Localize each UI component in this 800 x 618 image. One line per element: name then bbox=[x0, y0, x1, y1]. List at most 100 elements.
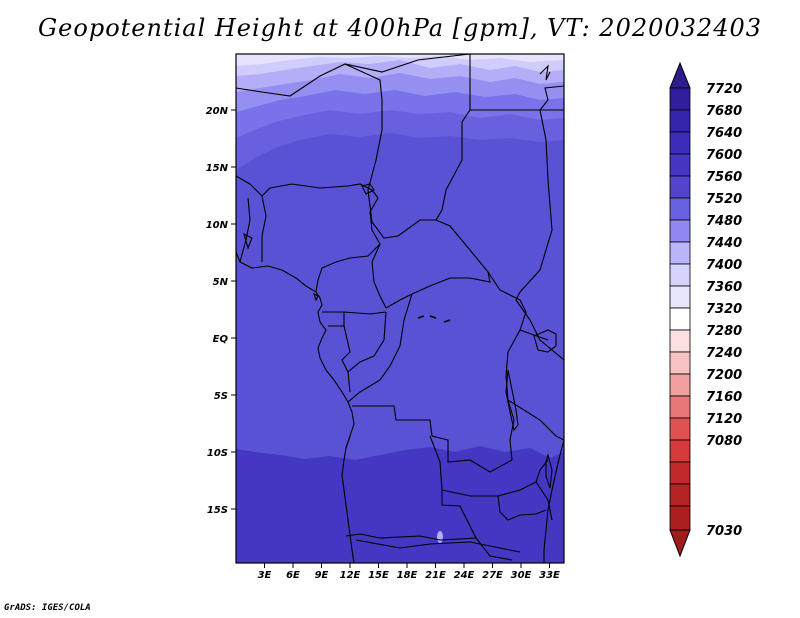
lat-label: 15S bbox=[207, 505, 228, 516]
lon-label: 3E bbox=[258, 570, 272, 581]
colorbar-segment bbox=[669, 109, 691, 133]
border-namibia-botswana bbox=[355, 537, 521, 561]
lat-label: 10S bbox=[207, 448, 228, 459]
grads-footer: GrADS: IGES/COLA bbox=[4, 603, 91, 613]
colorbar-label: 7720 bbox=[706, 82, 742, 97]
colorbar-label: 7560 bbox=[706, 170, 742, 185]
lat-label: 20N bbox=[206, 106, 229, 117]
lon-label: 33E bbox=[539, 570, 560, 581]
lon-label: 24E bbox=[454, 570, 475, 581]
border-tanzania bbox=[507, 299, 564, 441]
lake-volta bbox=[243, 232, 253, 250]
colorbar-segment bbox=[669, 329, 691, 353]
lake-malawi bbox=[545, 452, 553, 489]
lat-axis bbox=[231, 109, 236, 510]
colorbar-segment bbox=[669, 351, 691, 375]
colorbar-segment bbox=[669, 87, 691, 111]
lon-label: 15E bbox=[368, 570, 389, 581]
colorbar-label: 7360 bbox=[706, 280, 742, 295]
map-frame bbox=[235, 53, 565, 564]
border-drc-east bbox=[487, 271, 527, 461]
colorbar-segment bbox=[669, 285, 691, 309]
lake-chad bbox=[361, 183, 375, 195]
border-libya-sudan bbox=[344, 63, 383, 223]
borders bbox=[236, 54, 564, 563]
border-drc-north bbox=[347, 293, 413, 403]
colorbar-label: 7030 bbox=[706, 524, 742, 539]
colorbar-segment bbox=[669, 307, 691, 331]
border-gabon bbox=[328, 312, 351, 373]
colorbar-label: 7240 bbox=[706, 346, 742, 361]
border-togo bbox=[239, 197, 251, 263]
lon-label: 6E bbox=[286, 570, 300, 581]
border-benin bbox=[261, 195, 267, 262]
colorbar-segment bbox=[669, 417, 691, 441]
red-sea-coast bbox=[539, 64, 551, 81]
chart-title: Geopotential Height at 400hPa [gpm], VT:… bbox=[38, 14, 762, 42]
colorbar-label: 7520 bbox=[706, 192, 742, 207]
colorbar: 7720 7680 7640 7600 7560 7520 7480 7440 … bbox=[669, 61, 742, 558]
lake-victoria bbox=[533, 329, 557, 353]
border-congo bbox=[347, 311, 387, 393]
colorbar-segment bbox=[669, 197, 691, 221]
border-sudan-ethiopia bbox=[515, 85, 564, 301]
congo-river-dashes bbox=[417, 315, 451, 323]
lat-label: 10N bbox=[206, 220, 229, 231]
border-nigeria-cameroon bbox=[315, 197, 381, 293]
colorbar-label: 7320 bbox=[706, 302, 742, 317]
lon-labels: 3E 6E 9E 12E 15E 18E 21E 24E 27E 30E 33E bbox=[258, 570, 560, 581]
lon-label: 9E bbox=[315, 570, 329, 581]
colorbar-label: 7680 bbox=[706, 104, 742, 119]
border-drc-south bbox=[352, 405, 513, 473]
border-mozambique bbox=[497, 481, 553, 521]
height-field bbox=[236, 54, 564, 563]
colorbar-label: 7120 bbox=[706, 412, 742, 427]
border-cameroon-south bbox=[322, 311, 387, 315]
colorbar-label: 7440 bbox=[706, 236, 742, 251]
colorbar-segment bbox=[669, 505, 691, 531]
lake-tanganyika bbox=[505, 369, 519, 432]
map-panel: 3E 6E 9E 12E 15E 18E 21E 24E 27E 30E 33E… bbox=[206, 53, 565, 581]
lat-label: 5S bbox=[214, 391, 228, 402]
colorbar-segment bbox=[669, 263, 691, 287]
border-cameroon-car bbox=[371, 243, 387, 309]
field-band bbox=[236, 54, 564, 66]
lon-label: 18E bbox=[397, 570, 418, 581]
lat-label: 15N bbox=[206, 163, 229, 174]
colorbar-segment bbox=[669, 395, 691, 419]
colorbar-label: 7200 bbox=[706, 368, 742, 383]
field-band bbox=[437, 531, 443, 543]
border-libya bbox=[236, 54, 471, 97]
lat-label: 5N bbox=[213, 277, 229, 288]
border-zambia bbox=[441, 459, 549, 497]
field-band bbox=[236, 54, 564, 460]
field-band bbox=[236, 54, 564, 76]
colorbar-label: 7600 bbox=[706, 148, 742, 163]
colorbar-segment bbox=[669, 219, 691, 243]
coastline-west-africa bbox=[236, 251, 355, 563]
lon-label: 27E bbox=[482, 570, 503, 581]
colorbar-segment bbox=[669, 483, 691, 507]
colorbar-segment bbox=[669, 461, 691, 485]
lat-labels: 20N 15N 10N 5N EQ 5S 10S 15S bbox=[206, 106, 229, 516]
lon-label: 12E bbox=[340, 570, 361, 581]
border-niger-nigeria bbox=[236, 175, 379, 199]
lon-axis bbox=[264, 563, 550, 568]
colorbar-segment bbox=[669, 241, 691, 265]
colorbar-label: 7080 bbox=[706, 434, 742, 449]
colorbar-top-triangle bbox=[669, 61, 691, 89]
colorbar-segment bbox=[669, 131, 691, 155]
colorbar-segment bbox=[669, 439, 691, 463]
colorbar-label: 7640 bbox=[706, 126, 742, 141]
bioko-island bbox=[313, 292, 319, 302]
border-chad-sudan bbox=[435, 109, 471, 221]
colorbar-label: 7400 bbox=[706, 258, 742, 273]
lat-label: EQ bbox=[213, 334, 229, 345]
lon-label: 21E bbox=[425, 570, 446, 581]
colorbar-segment bbox=[669, 175, 691, 199]
colorbar-segment bbox=[669, 153, 691, 177]
coastline-east-africa bbox=[543, 439, 564, 563]
colorbar-segment bbox=[669, 373, 691, 397]
lon-label: 30E bbox=[511, 570, 532, 581]
